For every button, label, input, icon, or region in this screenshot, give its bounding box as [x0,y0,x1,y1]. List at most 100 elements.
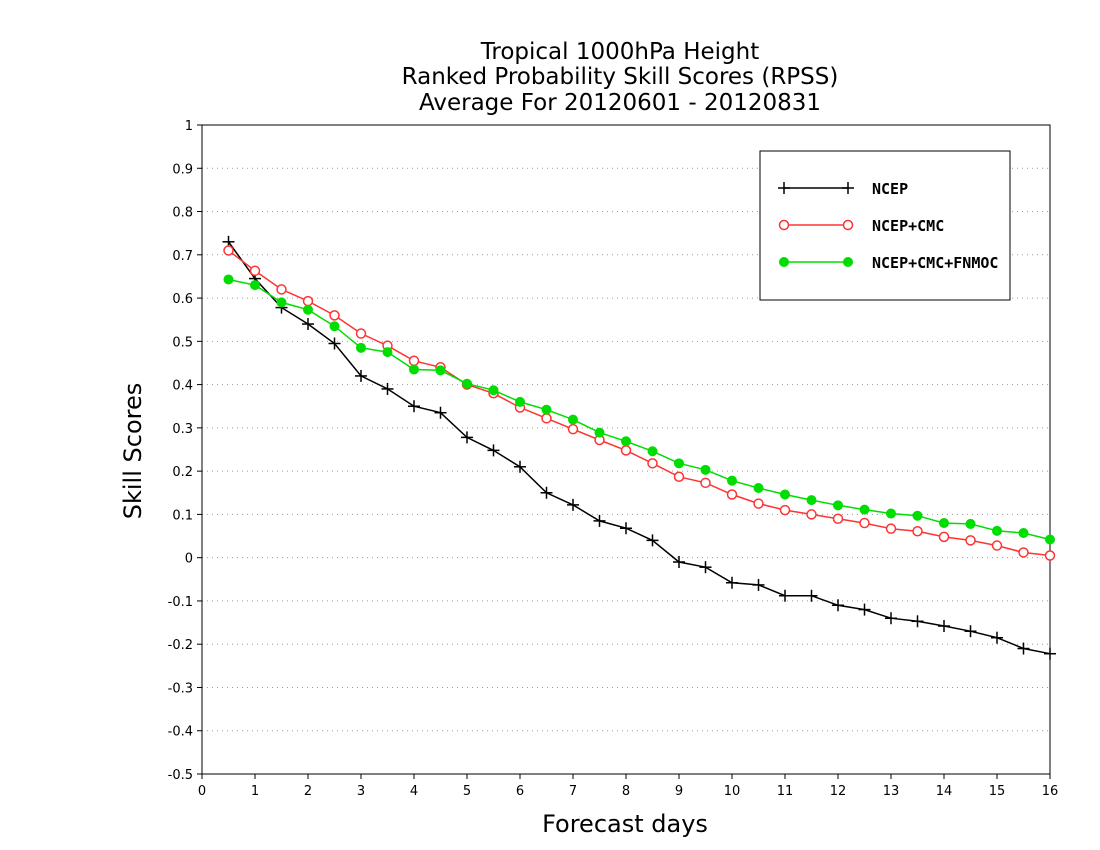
data-point-ncep-cmc [567,423,579,435]
data-point-ncep-cmc [673,471,685,483]
data-point-ncep-cmc [408,355,420,367]
data-point-ncep-cmc [329,310,340,321]
data-point-ncep-cmc-fnmoc [1018,528,1029,539]
data-point-ncep-cmc [912,526,923,537]
x-tick-label: 7 [569,784,577,799]
data-point-ncep-cmc [753,498,764,509]
data-point-ncep [355,369,367,382]
y-axis-title: Skill Scores [119,383,147,520]
series-ncep-cmc-fnmoc [223,274,1055,545]
data-point-ncep [858,603,871,616]
x-tick-label: 2 [304,784,312,799]
x-tick-label: 1 [251,784,259,799]
data-point-ncep-cmc-fnmoc [647,446,658,457]
data-point-ncep [673,555,685,568]
y-tick-label: 0.4 [172,379,193,394]
chart-title: Tropical 1000hPa Height Ranked Probabili… [402,39,839,116]
data-point-ncep [593,514,606,527]
data-point-ncep [514,460,526,473]
data-point-ncep-cmc [832,513,844,524]
legend-entries: NCEP NCEP+CMC NCEP+CMC+FNMOC [778,180,998,272]
legend: NCEP NCEP+CMC NCEP+CMC+FNMOC [759,150,1011,301]
series-line-ncep [227,241,1051,655]
data-point-ncep [1017,642,1030,655]
legend-swatch-marker [842,219,854,231]
data-point-ncep-cmc [859,517,870,529]
x-tick-label: 4 [410,784,418,799]
legend-label: NCEP+CMC [872,217,944,235]
data-point-ncep-cmc [355,328,367,339]
x-tick-label: 0 [198,784,206,799]
y-tick-label: 0.1 [172,508,193,523]
data-point-ncep [832,599,844,612]
y-tick-label: 0 [185,552,193,567]
y-tick-label: 0.8 [172,206,193,221]
data-point-ncep-cmc-fnmoc [806,495,817,506]
data-point-ncep-cmc-fnmoc [488,385,499,396]
data-point-ncep [461,431,473,444]
data-point-ncep-cmc-fnmoc [727,475,737,486]
y-tick-label: -0.2 [168,638,193,653]
legend-swatch-marker [779,257,789,267]
data-point-ncep [726,576,738,589]
data-series [222,235,1056,660]
data-point-ncep [885,612,897,625]
data-point-ncep-cmc-fnmoc [250,280,260,291]
title-line-1: Tropical 1000hPa Height [480,39,760,65]
data-point-ncep-cmc-fnmoc [859,504,870,515]
legend-label: NCEP [872,180,908,198]
x-tick-label: 15 [989,784,1006,799]
data-point-ncep-cmc [965,535,976,546]
data-point-ncep-cmc [223,245,234,256]
y-tick-label: 0.7 [172,249,193,264]
x-tick-label: 11 [777,784,794,799]
data-point-ncep-cmc [938,531,950,543]
data-point-ncep-cmc [1018,547,1029,558]
data-point-ncep [487,444,500,457]
data-point-ncep-cmc-fnmoc [329,321,340,332]
data-point-ncep-cmc [885,523,897,534]
data-point-ncep-cmc-fnmoc [1045,534,1055,545]
data-point-ncep [964,625,977,638]
legend-swatch-marker [843,257,853,267]
data-point-ncep-cmc-fnmoc [780,489,790,500]
x-axis-title: Forecast days [542,810,708,838]
legend-swatch-marker [778,219,790,231]
axis-ticks: -0.5 -0.4 -0.3 -0.2 -0.1 0 0.1 0.2 0.3 0.4 0.5 0.6 0… [168,119,1059,799]
data-point-ncep-cmc [541,413,552,424]
data-point-ncep-cmc [726,489,738,500]
data-point-ncep-cmc-fnmoc [939,518,949,529]
series-ncep [222,235,1056,660]
data-point-ncep-cmc-fnmoc [276,297,287,308]
data-point-ncep [752,578,765,591]
data-point-ncep-cmc-fnmoc [965,518,976,529]
y-tick-label: 0.9 [172,162,193,177]
data-point-ncep [991,631,1003,644]
data-point-ncep [779,589,791,602]
data-point-ncep [540,486,553,499]
y-tick-label: 1 [185,119,193,134]
data-point-ncep [381,382,394,395]
data-point-ncep-cmc-fnmoc [912,510,923,521]
data-point-ncep-cmc-fnmoc [435,365,446,376]
data-point-ncep-cmc [779,504,791,516]
data-point-ncep [699,561,712,574]
data-point-ncep-cmc-fnmoc [753,483,764,494]
data-point-ncep-cmc-fnmoc [515,396,525,407]
data-point-ncep [434,406,447,419]
y-tick-label: 0.5 [172,335,193,350]
legend-item-ncep: NCEP [778,180,908,198]
data-point-ncep [938,620,950,633]
x-tick-label: 8 [622,784,630,799]
data-point-ncep [567,498,579,511]
data-point-ncep-cmc [700,477,711,489]
data-point-ncep [1044,647,1056,660]
data-point-ncep-cmc [806,509,817,520]
title-line-3: Average For 20120601 - 20120831 [419,90,821,116]
data-point-ncep-cmc-fnmoc [700,464,711,475]
x-tick-label: 9 [675,784,683,799]
x-tick-label: 5 [463,784,471,799]
y-tick-label: -0.1 [168,595,193,610]
data-point-ncep [302,318,314,331]
legend-label: NCEP+CMC+FNMOC [872,254,998,272]
